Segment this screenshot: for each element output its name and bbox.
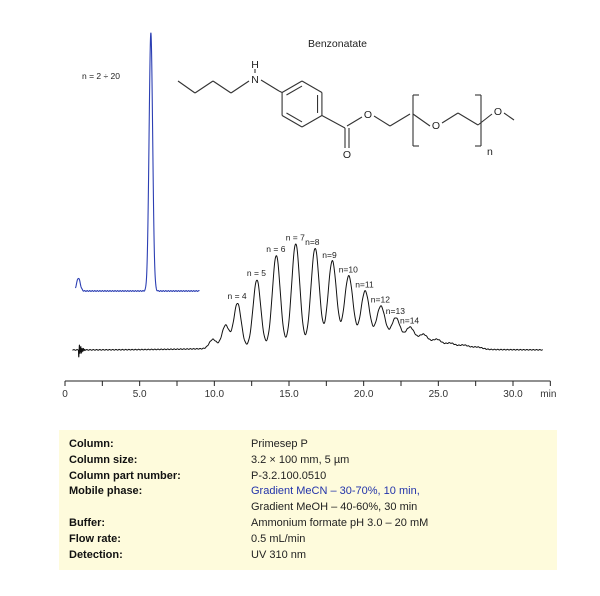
bond [477, 113, 493, 126]
peak-label-7: n=9 [322, 250, 337, 260]
ether-oxygen: O [432, 120, 440, 132]
condition-label: Column: [69, 438, 114, 450]
x-axis: 0 5.0 10.0 15.0 20.0 25.0 30.0 min [62, 380, 556, 400]
x-axis-unit-label: min [540, 389, 556, 400]
condition-label: Detection: [69, 548, 123, 561]
condition-value: Primesep P [251, 438, 308, 450]
condition-value: 0.5 mL/min [251, 532, 306, 545]
peak-label-5: n = 7 [286, 233, 305, 243]
ring-bond [301, 80, 323, 93]
x-tick-label: 15.0 [279, 389, 299, 400]
ring-double-bond [286, 112, 303, 123]
chromatogram-traces [72, 32, 543, 358]
bond [230, 80, 250, 94]
peak-label-11: n=13 [386, 306, 405, 316]
condition-value: Gradient MeOH – 40-60%, 30 min [251, 501, 418, 514]
benzonatate-structure: Benzonatate NH O O On O [177, 38, 515, 161]
bond [260, 79, 280, 92]
peak-label-10: n=12 [371, 295, 390, 305]
x-tick-label: 10.0 [205, 389, 225, 400]
ring-bond [301, 115, 323, 128]
bond [412, 113, 431, 127]
peak-label-8: n=10 [339, 265, 358, 275]
repeat-subscript: n [487, 146, 493, 158]
peak-label-2: n = 4 [228, 291, 247, 301]
peak-label-12: n=14 [400, 315, 419, 325]
x-tick-label: 5.0 [133, 389, 147, 400]
mecn-peak-annotation: n = 2 ÷ 20 [82, 71, 120, 81]
bond [373, 115, 391, 127]
condition-label: Column part number: [69, 469, 181, 482]
ring-bond [281, 80, 303, 93]
peak-labels: n = 2 ÷ 20 n = 4 n = 5 n = 6n = 7 n=8n=9n=10… [82, 71, 419, 325]
bond [194, 80, 214, 94]
carbonyl-oxygen: O [343, 149, 351, 161]
x-tick-label: 0 [62, 389, 68, 400]
bond [177, 80, 196, 94]
condition-value: UV 310 nm [251, 548, 307, 561]
bond [389, 113, 411, 127]
condition-label: Mobile phase: [69, 485, 143, 498]
ring-double-bond [286, 85, 303, 96]
meoh-trace-line [72, 243, 543, 358]
peak-label-3: n = 5 [247, 268, 266, 278]
x-tick-label: 25.0 [429, 389, 449, 400]
peak-label-9: n=11 [355, 280, 374, 290]
nitrogen-atom: N [251, 74, 259, 86]
ring-n-bond [278, 90, 283, 93]
methoxy-oxygen: O [494, 106, 502, 118]
condition-label: Buffer: [69, 517, 106, 529]
peak-label-6: n=8 [305, 237, 320, 247]
bond [212, 80, 232, 94]
condition-value: P-3.2.100.0510 [251, 469, 327, 482]
condition-value: Ammonium formate pH 3.0 – 20 mM [251, 517, 429, 529]
ester-oxygen: O [364, 109, 372, 121]
peak-label-4: n = 6 [266, 244, 285, 254]
mecn-trace-line [74, 32, 200, 292]
condition-value: 3.2 × 100 mm, 5 µm [251, 453, 350, 466]
bond [441, 112, 459, 124]
ring-bond [281, 115, 303, 128]
hydrogen-atom: H [251, 59, 259, 71]
methyl-bond [503, 112, 515, 121]
bond [346, 116, 363, 127]
condition-label: Column size: [69, 453, 138, 466]
condition-label: Flow rate: [69, 532, 121, 545]
x-tick-label: 20.0 [354, 389, 374, 400]
bond [457, 112, 479, 126]
conditions-panel: Column: Primesep P Column size: 3.2 × 100 m… [59, 430, 557, 570]
bond [321, 115, 346, 129]
x-tick-label: 30.0 [503, 389, 523, 400]
structure-title: Benzonatate [308, 38, 367, 50]
condition-value: Gradient MeCN – 30-70%, 10 min, [251, 485, 420, 498]
